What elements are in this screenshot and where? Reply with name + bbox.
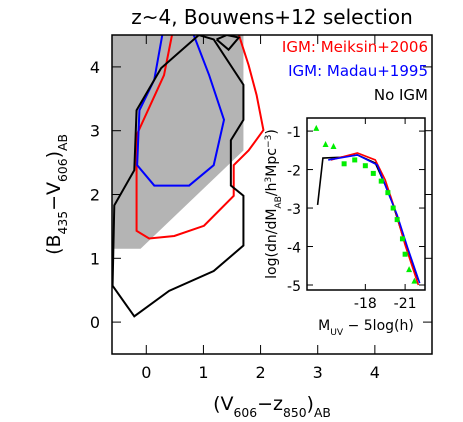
point xyxy=(406,266,413,273)
label-part: Mpc xyxy=(264,148,280,177)
legend-label: IGM: Meiksin+2006 xyxy=(282,38,428,56)
legend-label: No IGM xyxy=(374,86,428,104)
label-part: ) xyxy=(307,393,314,415)
plot-area xyxy=(313,124,421,286)
point xyxy=(362,163,368,169)
y-tick-label: 0 xyxy=(90,313,100,332)
x-tick-label: -18 xyxy=(354,296,377,312)
label-part: /h xyxy=(264,183,280,197)
label-part: −z xyxy=(257,393,283,415)
plot-area xyxy=(112,35,265,318)
label-part: (V xyxy=(213,393,233,415)
axis-label: MUV − 5log(h) xyxy=(318,318,414,338)
y-tick-label: 1 xyxy=(90,249,100,268)
frame xyxy=(306,117,426,291)
x-tick-label: 4 xyxy=(370,363,380,382)
label-script: UV xyxy=(330,328,344,338)
label-part: ) xyxy=(43,151,65,158)
x-tick-label: 1 xyxy=(198,363,208,382)
point xyxy=(394,217,400,223)
point xyxy=(352,157,358,163)
x-tick-label: 3 xyxy=(313,363,323,382)
point xyxy=(390,205,396,211)
label-part: ) xyxy=(264,129,280,134)
point xyxy=(341,161,347,167)
axis-label: (V606−z850)AB xyxy=(213,393,331,420)
axis-label: (B435−V606)AB xyxy=(43,134,70,255)
point xyxy=(330,142,337,149)
y-tick-label: -3 xyxy=(287,202,301,218)
y-tick-label: 3 xyxy=(90,122,100,141)
x-tick-label: 2 xyxy=(255,363,265,382)
point xyxy=(322,141,329,148)
label-script: 3 xyxy=(264,177,274,183)
region xyxy=(112,35,244,249)
label-script: 435 xyxy=(56,211,70,235)
y-tick-label: -5 xyxy=(287,279,301,295)
x-tick-label: 0 xyxy=(141,363,151,382)
point xyxy=(411,277,418,284)
label-script: AB xyxy=(274,196,284,208)
label-script: 850 xyxy=(283,406,307,420)
point xyxy=(399,236,405,242)
point xyxy=(402,251,408,257)
label-script: AB xyxy=(314,406,331,420)
axis-label: log(dn/dMAB/h3Mpc−3) xyxy=(264,129,284,279)
label-part: log(dn/dM xyxy=(264,209,280,279)
contour xyxy=(135,35,265,240)
contour xyxy=(136,35,226,187)
y-tick-label: 2 xyxy=(90,186,100,205)
chart-title: z~4, Bouwens+12 selection xyxy=(131,5,413,29)
y-tick-label: -2 xyxy=(287,164,301,180)
y-tick-label: 4 xyxy=(90,58,100,77)
label-part: (B xyxy=(43,234,65,254)
contour xyxy=(112,35,245,318)
label-script: 606 xyxy=(56,158,70,182)
label-script: 606 xyxy=(234,406,258,420)
point xyxy=(385,190,391,196)
y-tick-label: -4 xyxy=(287,241,301,257)
legend-label: IGM: Madau+1995 xyxy=(288,62,428,80)
label-script: −3 xyxy=(264,134,274,148)
label-part: M xyxy=(318,318,330,334)
label-part: −V xyxy=(43,182,65,211)
y-tick-label: -1 xyxy=(287,125,301,141)
contour xyxy=(215,35,241,52)
line xyxy=(330,152,420,286)
label-script: AB xyxy=(56,134,70,151)
point xyxy=(370,170,376,176)
point xyxy=(378,178,384,184)
x-tick-label: -21 xyxy=(394,296,417,312)
label-part: − 5log(h) xyxy=(343,318,414,334)
point xyxy=(313,124,320,131)
